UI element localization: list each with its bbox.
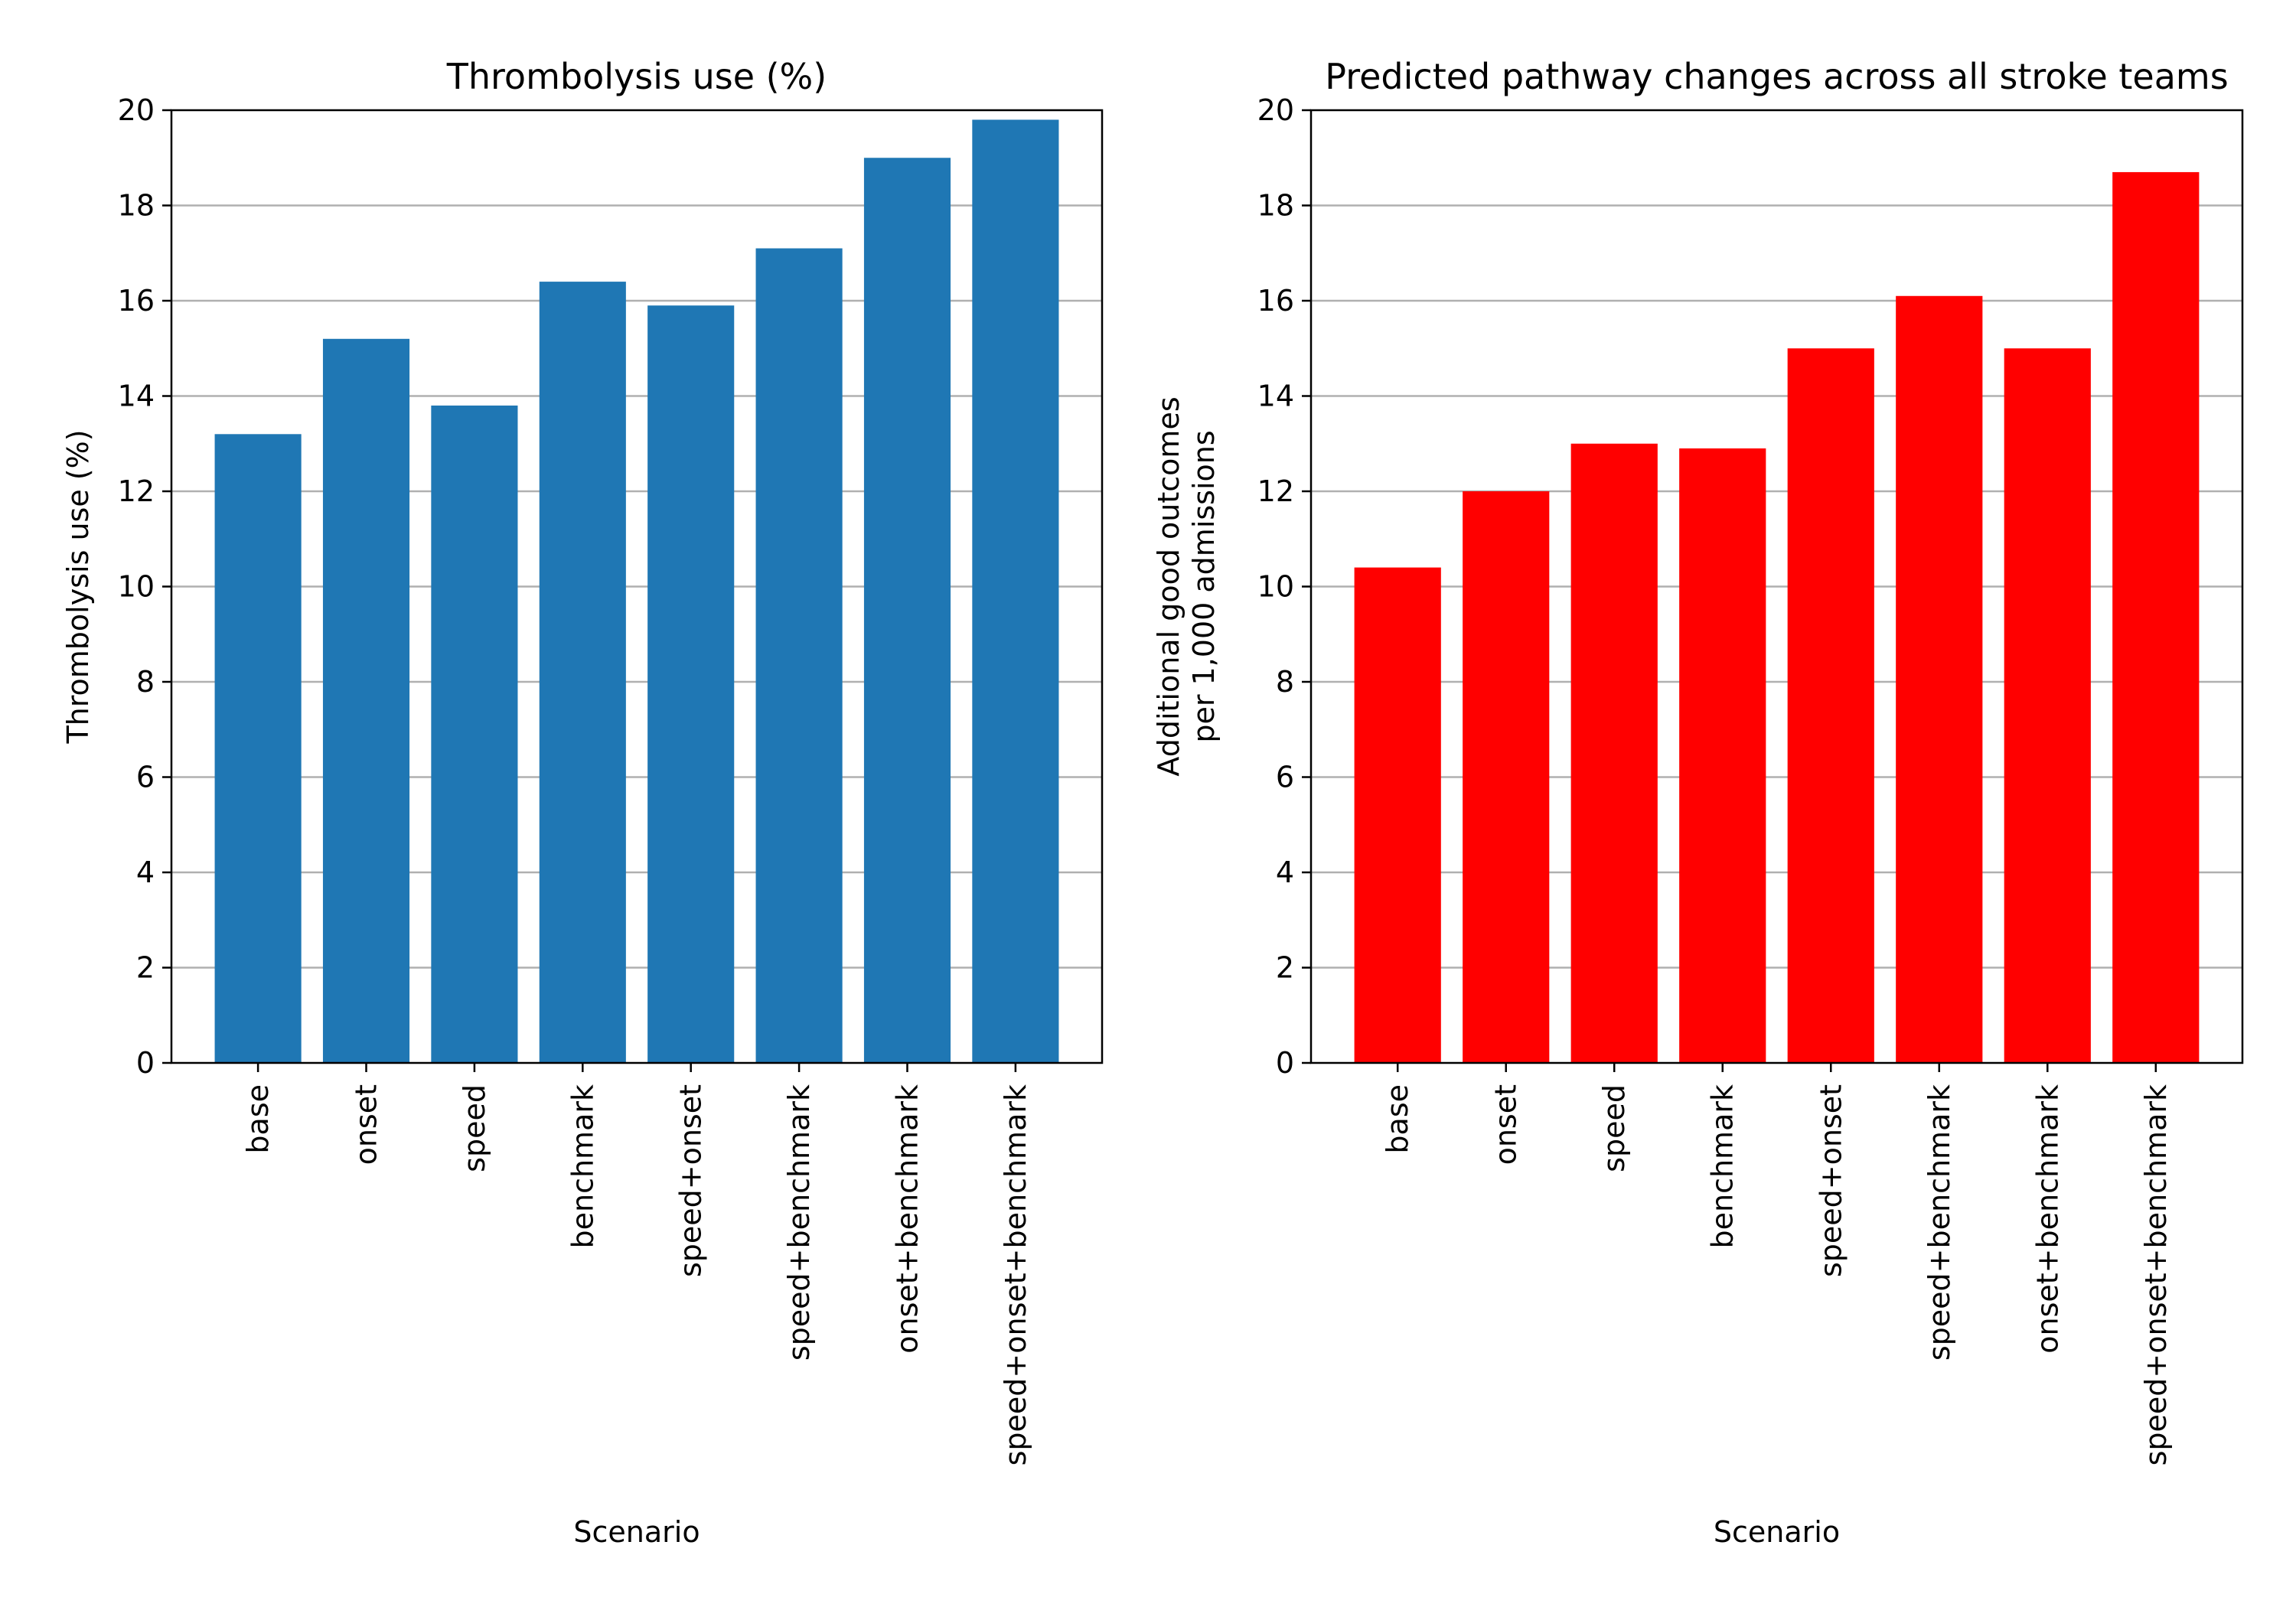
y-tick-label: 4: [136, 856, 155, 889]
y-tick-label: 14: [1257, 380, 1294, 413]
y-tick-label: 4: [1276, 856, 1294, 889]
chart-title: Predicted pathway changes across all str…: [1325, 56, 2228, 97]
bar-benchmark: [1679, 448, 1766, 1063]
x-tick-label: onset: [350, 1084, 383, 1165]
y-tick-label: 0: [136, 1046, 155, 1080]
bar-onset+benchmark: [863, 158, 951, 1063]
bar-speed: [1570, 443, 1658, 1063]
bar-onset: [322, 338, 410, 1063]
bar-speed+benchmark: [755, 248, 843, 1063]
x-tick-label: speed+onset+benchmark: [999, 1084, 1032, 1465]
bar-speed+onset: [1787, 348, 1874, 1063]
bar-onset+benchmark: [2004, 348, 2091, 1063]
x-tick-label: speed+benchmark: [782, 1084, 816, 1361]
bar-speed+benchmark: [1896, 295, 1983, 1063]
x-axis-label: Scenario: [1714, 1515, 1840, 1549]
bar-speed: [431, 405, 518, 1063]
x-tick-label: speed+benchmark: [1923, 1084, 1956, 1361]
bar-benchmark: [539, 282, 626, 1064]
x-tick-label: speed+onset: [674, 1084, 708, 1277]
y-tick-label: 10: [118, 570, 155, 604]
bar-onset: [1463, 491, 1550, 1063]
y-tick-label: 2: [1276, 951, 1294, 985]
y-tick-label: 6: [136, 761, 155, 794]
axes-frame: [170, 109, 1104, 1064]
chart-title: Thrombolysis use (%): [446, 56, 827, 97]
y-tick-label: 20: [1257, 93, 1294, 127]
y-tick-label: 10: [1257, 570, 1294, 604]
x-tick-label: onset+benchmark: [2030, 1084, 2064, 1354]
y-tick-label: 8: [1276, 665, 1294, 699]
chart-panel-2: 0 2 4 6 8 10 12 14 16 18 20 base onset speed benchmark…: [1152, 56, 2244, 1549]
bar-speed+onset: [647, 305, 735, 1064]
x-tick-label: onset+benchmark: [890, 1084, 924, 1354]
y-tick-label: 12: [1257, 474, 1294, 508]
y-tick-label: 18: [1257, 189, 1294, 223]
x-tick-label: onset: [1489, 1084, 1523, 1165]
bar-base: [214, 434, 302, 1063]
y-axis-label: Additional good outcomes: [1152, 396, 1186, 776]
axes-frame: [1309, 109, 2244, 1064]
x-tick-label: base: [1381, 1084, 1414, 1154]
y-tick-label: 0: [1276, 1046, 1294, 1080]
x-tick-label: speed: [1597, 1084, 1631, 1172]
x-tick-label: speed+onset: [1814, 1084, 1848, 1277]
y-axis-label: Thrombolysis use (%): [61, 429, 95, 744]
y-tick-label: 20: [118, 93, 155, 127]
y-tick-label: 12: [118, 474, 155, 508]
y-tick-label: 18: [118, 189, 155, 223]
x-tick-label: base: [241, 1084, 275, 1154]
x-tick-label: benchmark: [1706, 1084, 1740, 1249]
y-tick-label: 14: [118, 380, 155, 413]
y-tick-label: 16: [1257, 284, 1294, 318]
y-tick-label: 2: [136, 951, 155, 985]
x-tick-label: speed: [458, 1084, 491, 1172]
y-tick-label: 16: [118, 284, 155, 318]
y-axis-label: per 1,000 admissions: [1187, 430, 1221, 742]
chart-panel-1: 0 2 4 6 8 10 12 14 16 18 20 base onset speed benchmark…: [61, 56, 1104, 1549]
bar-speed+onset+benchmark: [972, 119, 1059, 1064]
x-tick-label: speed+onset+benchmark: [2139, 1084, 2173, 1465]
x-tick-label: benchmark: [566, 1084, 599, 1249]
x-axis-label: Scenario: [573, 1515, 700, 1549]
bar-base: [1354, 567, 1441, 1063]
y-tick-label: 8: [136, 665, 155, 699]
bar-speed+onset+benchmark: [2112, 171, 2200, 1063]
y-tick-label: 6: [1276, 761, 1294, 794]
